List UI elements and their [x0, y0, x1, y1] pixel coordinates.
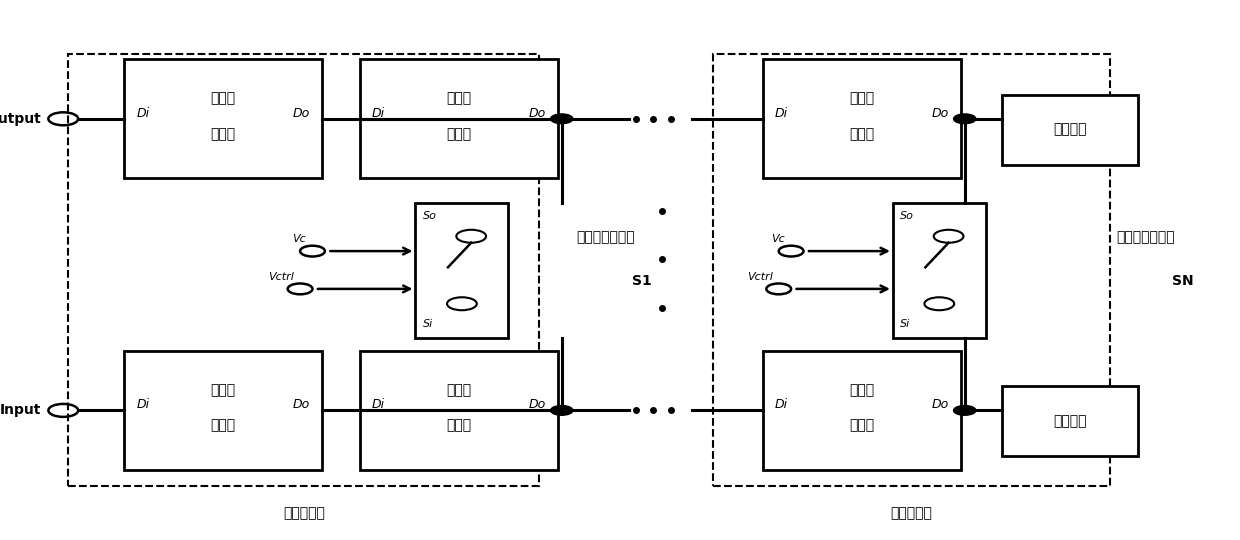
Text: 时单元: 时单元 — [446, 127, 471, 141]
Text: Di: Di — [136, 107, 150, 120]
Text: 粗延时结构: 粗延时结构 — [890, 506, 932, 520]
Bar — [360, 351, 558, 470]
Text: 时单元: 时单元 — [446, 418, 471, 433]
Text: 无源延: 无源延 — [849, 383, 874, 397]
Bar — [68, 54, 539, 486]
Text: Di: Di — [775, 107, 789, 120]
Text: Output: Output — [0, 112, 41, 126]
Bar — [763, 351, 961, 470]
Text: Si: Si — [423, 319, 433, 329]
Text: Di: Di — [372, 107, 386, 120]
Text: Vc: Vc — [293, 234, 306, 244]
Text: So: So — [900, 211, 914, 221]
Text: Do: Do — [528, 107, 546, 120]
Text: S1: S1 — [632, 274, 652, 288]
Text: So: So — [423, 211, 436, 221]
Text: Vctrl: Vctrl — [746, 272, 773, 282]
Text: Do: Do — [528, 399, 546, 411]
Bar — [1002, 386, 1138, 456]
Circle shape — [551, 114, 573, 124]
Circle shape — [954, 406, 976, 415]
Text: 无源延: 无源延 — [211, 383, 236, 397]
Text: 有源路径放大器: 有源路径放大器 — [577, 231, 635, 245]
Text: Di: Di — [775, 399, 789, 411]
Circle shape — [551, 406, 573, 415]
Text: 无源延: 无源延 — [446, 383, 471, 397]
Text: Do: Do — [293, 107, 310, 120]
Text: 有源路径放大器: 有源路径放大器 — [1116, 231, 1174, 245]
Text: Do: Do — [931, 107, 949, 120]
Text: Input: Input — [0, 403, 41, 417]
Bar — [415, 202, 508, 338]
Text: Di: Di — [136, 399, 150, 411]
Bar — [124, 351, 322, 470]
Text: 无源延: 无源延 — [211, 91, 236, 105]
Circle shape — [954, 114, 976, 124]
Bar — [763, 59, 961, 178]
Bar — [893, 202, 986, 338]
Text: 无源延: 无源延 — [446, 91, 471, 105]
Bar — [124, 59, 322, 178]
Text: Vc: Vc — [771, 234, 785, 244]
Text: 匹配负载: 匹配负载 — [1053, 414, 1087, 428]
Text: 时单元: 时单元 — [211, 127, 236, 141]
Text: Do: Do — [293, 399, 310, 411]
Text: 无源延: 无源延 — [849, 91, 874, 105]
Text: 时单元: 时单元 — [849, 127, 874, 141]
Text: 时单元: 时单元 — [211, 418, 236, 433]
Text: 匹配负载: 匹配负载 — [1053, 123, 1087, 137]
Text: 时单元: 时单元 — [849, 418, 874, 433]
Text: 粗延时结构: 粗延时结构 — [283, 506, 325, 520]
Bar — [360, 59, 558, 178]
Bar — [1002, 94, 1138, 165]
Text: Di: Di — [372, 399, 386, 411]
Text: Si: Si — [900, 319, 910, 329]
Text: Vctrl: Vctrl — [268, 272, 294, 282]
Text: SN: SN — [1172, 274, 1193, 288]
Bar — [713, 54, 1110, 486]
Text: Do: Do — [931, 399, 949, 411]
